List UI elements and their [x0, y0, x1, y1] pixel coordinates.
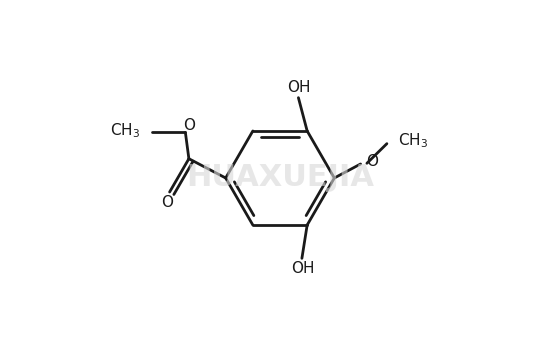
Text: CH$_3$: CH$_3$ — [399, 131, 428, 150]
Text: OH: OH — [287, 80, 311, 95]
Text: O: O — [366, 154, 378, 169]
Text: OH: OH — [291, 261, 315, 276]
Text: O: O — [184, 118, 195, 133]
Text: HUAXUEJIA: HUAXUEJIA — [186, 163, 374, 193]
Text: CH$_3$: CH$_3$ — [110, 121, 140, 140]
Text: O: O — [161, 195, 173, 210]
